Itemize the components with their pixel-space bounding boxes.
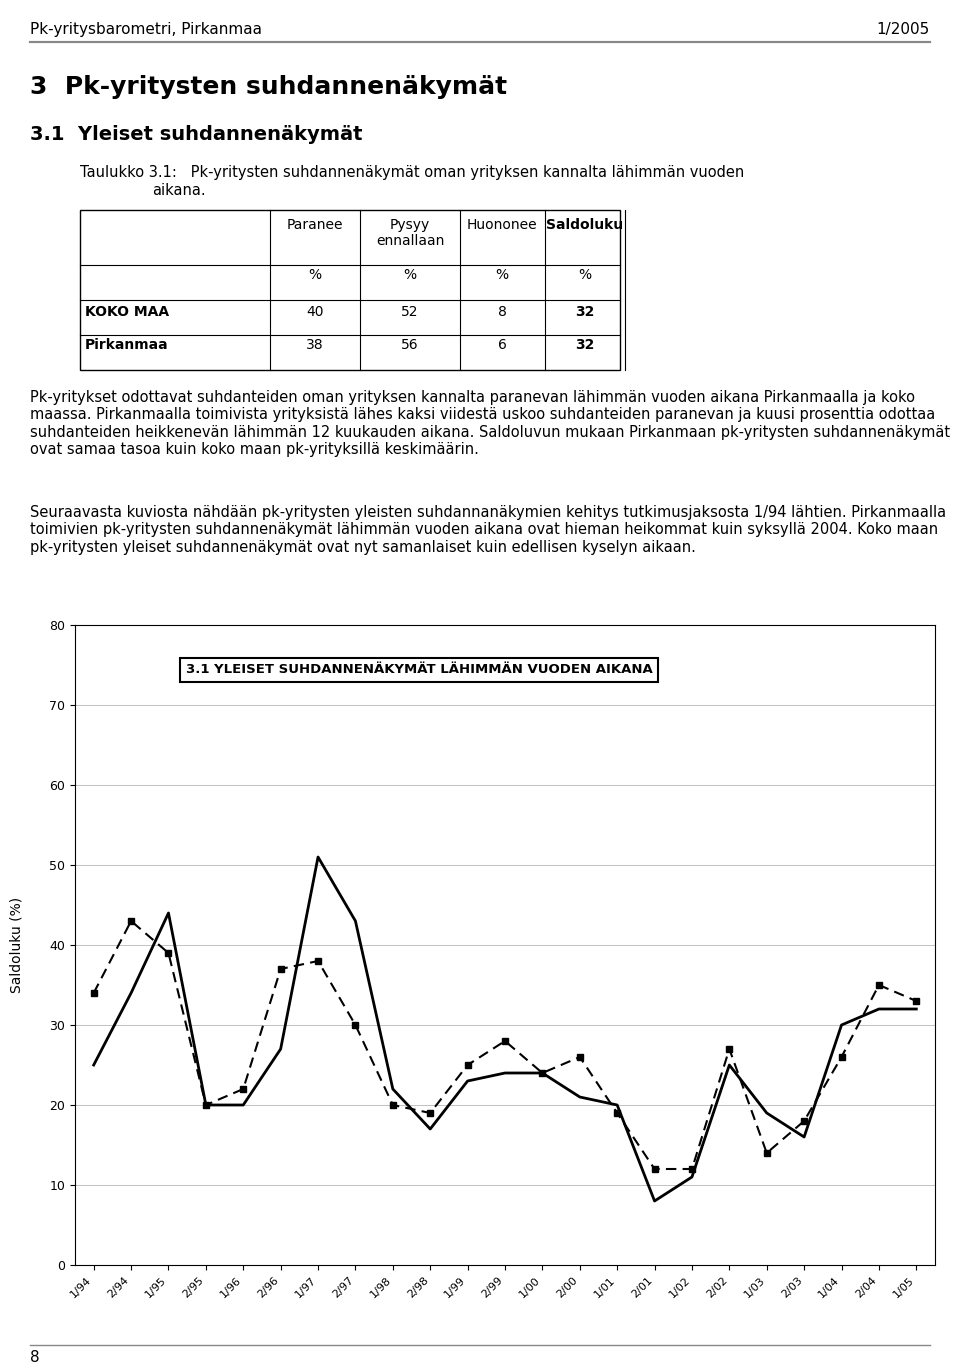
Pirkanmaa xyxy=(387,1097,398,1113)
KOKO MAA xyxy=(874,1001,885,1017)
KOKO MAA xyxy=(649,1193,660,1209)
KOKO MAA xyxy=(237,1097,249,1113)
Pirkanmaa xyxy=(312,953,324,969)
Pirkanmaa xyxy=(649,1161,660,1178)
Text: 40: 40 xyxy=(306,304,324,319)
Pirkanmaa xyxy=(836,1049,848,1065)
Text: 8: 8 xyxy=(30,1350,39,1366)
KOKO MAA xyxy=(200,1097,211,1113)
KOKO MAA xyxy=(537,1065,548,1082)
Text: Pk-yritysbarometri, Pirkanmaa: Pk-yritysbarometri, Pirkanmaa xyxy=(30,22,262,37)
Pirkanmaa xyxy=(88,984,100,1001)
Pirkanmaa xyxy=(799,1113,810,1130)
Pirkanmaa xyxy=(275,961,286,978)
Pirkanmaa xyxy=(126,913,137,930)
Text: 6: 6 xyxy=(497,339,507,352)
Pirkanmaa xyxy=(910,993,922,1009)
KOKO MAA xyxy=(162,905,174,921)
Text: %: % xyxy=(308,267,322,282)
Text: 3  Pk-yritysten suhdannenäkymät: 3 Pk-yritysten suhdannenäkymät xyxy=(30,75,507,99)
Pirkanmaa xyxy=(462,1057,473,1073)
Text: 32: 32 xyxy=(575,339,594,352)
Pirkanmaa xyxy=(761,1145,773,1161)
KOKO MAA xyxy=(349,913,361,930)
Text: Saldoluku: Saldoluku xyxy=(546,218,624,232)
Text: aikana.: aikana. xyxy=(152,182,205,197)
Text: 3.1  Yleiset suhdannenäkymät: 3.1 Yleiset suhdannenäkymät xyxy=(30,125,363,144)
Text: 8: 8 xyxy=(497,304,507,319)
Text: %: % xyxy=(495,267,509,282)
Text: Pirkanmaa: Pirkanmaa xyxy=(85,339,169,352)
Text: Taulukko 3.1:   Pk-yritysten suhdannenäkymät oman yrityksen kannalta lähimmän vu: Taulukko 3.1: Pk-yritysten suhdannenäkym… xyxy=(80,165,744,180)
Text: 52: 52 xyxy=(401,304,419,319)
KOKO MAA xyxy=(724,1057,735,1073)
Pirkanmaa xyxy=(499,1032,511,1049)
Text: %: % xyxy=(403,267,417,282)
Text: Seuraavasta kuviosta nähdään pk-yritysten yleisten suhdannanäkymien kehitys tutk: Seuraavasta kuviosta nähdään pk-yrityste… xyxy=(30,505,947,555)
Pirkanmaa xyxy=(200,1097,211,1113)
Bar xyxy=(80,210,620,370)
Text: Paranee: Paranee xyxy=(287,218,344,232)
KOKO MAA xyxy=(612,1097,623,1113)
KOKO MAA xyxy=(275,1041,286,1057)
Text: 32: 32 xyxy=(575,304,594,319)
Pirkanmaa xyxy=(874,976,885,993)
KOKO MAA xyxy=(88,1057,100,1073)
Pirkanmaa xyxy=(612,1105,623,1121)
Pirkanmaa xyxy=(349,1017,361,1034)
Line: KOKO MAA: KOKO MAA xyxy=(94,857,916,1201)
KOKO MAA xyxy=(312,849,324,865)
Text: %: % xyxy=(579,267,591,282)
KOKO MAA xyxy=(910,1001,922,1017)
KOKO MAA xyxy=(462,1072,473,1089)
Text: KOKO MAA: KOKO MAA xyxy=(85,304,169,319)
KOKO MAA xyxy=(761,1105,773,1121)
Pirkanmaa xyxy=(574,1049,586,1065)
Pirkanmaa xyxy=(237,1080,249,1097)
Text: Huononee: Huononee xyxy=(467,218,538,232)
KOKO MAA xyxy=(499,1065,511,1082)
Pirkanmaa xyxy=(686,1161,698,1178)
Y-axis label: Saldoluku (%): Saldoluku (%) xyxy=(10,897,23,993)
Pirkanmaa xyxy=(537,1065,548,1082)
KOKO MAA xyxy=(799,1128,810,1145)
Pirkanmaa xyxy=(724,1041,735,1057)
Text: Pysyy
ennallaan: Pysyy ennallaan xyxy=(375,218,444,248)
KOKO MAA xyxy=(424,1120,436,1137)
Line: Pirkanmaa: Pirkanmaa xyxy=(91,919,919,1172)
Text: 1/2005: 1/2005 xyxy=(876,22,930,37)
Pirkanmaa xyxy=(162,945,174,961)
KOKO MAA xyxy=(126,984,137,1001)
KOKO MAA xyxy=(387,1080,398,1097)
Text: Pk-yritykset odottavat suhdanteiden oman yrityksen kannalta paranevan lähimmän v: Pk-yritykset odottavat suhdanteiden oman… xyxy=(30,389,950,457)
KOKO MAA xyxy=(574,1089,586,1105)
Pirkanmaa xyxy=(424,1105,436,1121)
Text: 56: 56 xyxy=(401,339,419,352)
KOKO MAA xyxy=(686,1168,698,1185)
Text: 38: 38 xyxy=(306,339,324,352)
KOKO MAA xyxy=(836,1017,848,1034)
